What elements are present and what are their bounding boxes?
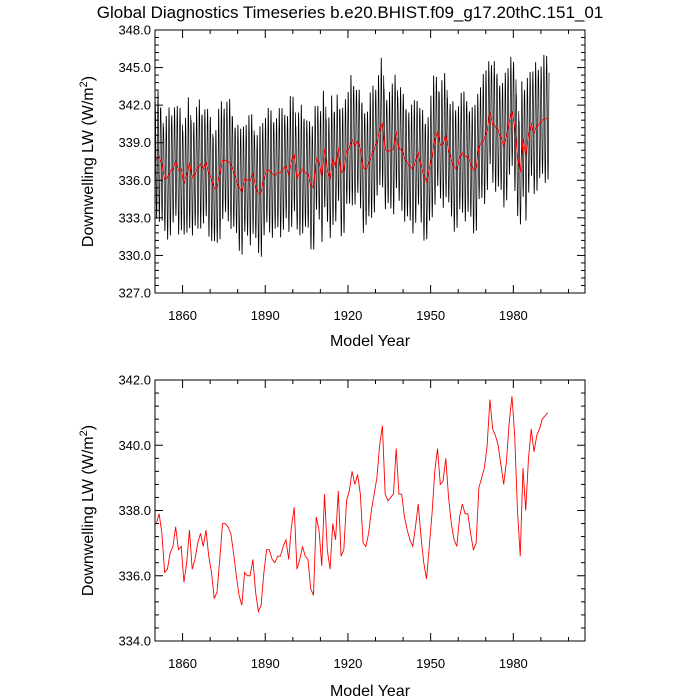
top-y-tick-label: 339.0: [118, 135, 151, 150]
bottom-panel-frame: [154, 379, 586, 642]
bottom-y-tick-label: 336.0: [118, 568, 151, 583]
top-panel: 1860 1890 1920 1950 1980 327.0 330.0 333.0 336.0…: [78, 23, 586, 350]
bottom-y-tick-label: 342.0: [118, 373, 151, 388]
top-y-axis-label-tail: ): [80, 76, 97, 81]
monthly-series-line: [154, 54, 550, 257]
chart-title: Global Diagnostics Timeseries b.e20.BHIS…: [97, 3, 604, 22]
top-x-tick-label: 1980: [499, 308, 528, 323]
bottom-y-tick-label: 338.0: [118, 503, 151, 518]
top-x-tick-label: 1890: [251, 308, 280, 323]
bottom-x-tick-label: 1920: [333, 656, 362, 671]
bottom-y-tick-label: 340.0: [118, 438, 151, 453]
top-y-axis-label-sup: 2: [78, 81, 90, 87]
bottom-x-axis-label: Model Year: [330, 683, 411, 700]
bottom-panel-ticks: 1860 1890 1920 1950 1980 334.0 336.0 338.0 340.0…: [118, 373, 585, 671]
top-y-tick-label: 327.0: [118, 286, 151, 301]
top-y-tick-label: 345.0: [118, 60, 151, 75]
bottom-x-tick-label: 1980: [499, 656, 528, 671]
bottom-y-axis-label-sup: 2: [78, 430, 90, 436]
top-x-tick-label: 1950: [416, 308, 445, 323]
top-panel-frame: [154, 29, 586, 294]
bottom-y-axis-label: Downwelling LW (W/m2): [78, 425, 97, 596]
bottom-x-tick-label: 1950: [416, 656, 445, 671]
bottom-panel: 1860 1890 1920 1950 1980 334.0 336.0 338.0 340.0…: [78, 373, 586, 700]
top-y-tick-label: 333.0: [118, 210, 151, 225]
top-y-tick-label: 330.0: [118, 248, 151, 263]
bottom-panel-data: [155, 396, 549, 614]
annual-series-line: [155, 396, 549, 614]
top-y-tick-label: 336.0: [118, 173, 151, 188]
top-y-axis-label-main: Downwelling LW (W/m: [80, 87, 97, 247]
top-x-axis-label: Model Year: [330, 333, 411, 350]
top-panel-data: [154, 54, 550, 257]
annual-series-line-top: [155, 111, 548, 195]
bottom-x-tick-label: 1890: [251, 656, 280, 671]
top-y-tick-label: 348.0: [118, 23, 151, 38]
top-x-tick-label: 1920: [333, 308, 362, 323]
top-x-tick-label: 1860: [168, 308, 197, 323]
bottom-x-tick-label: 1860: [168, 656, 197, 671]
top-y-tick-label: 342.0: [118, 98, 151, 113]
bottom-y-tick-label: 334.0: [118, 634, 151, 649]
top-y-axis-label: Downwelling LW (W/m2): [78, 76, 97, 247]
bottom-y-axis-label-tail: ): [80, 425, 97, 430]
bottom-y-axis-label-main: Downwelling LW (W/m: [80, 436, 97, 596]
